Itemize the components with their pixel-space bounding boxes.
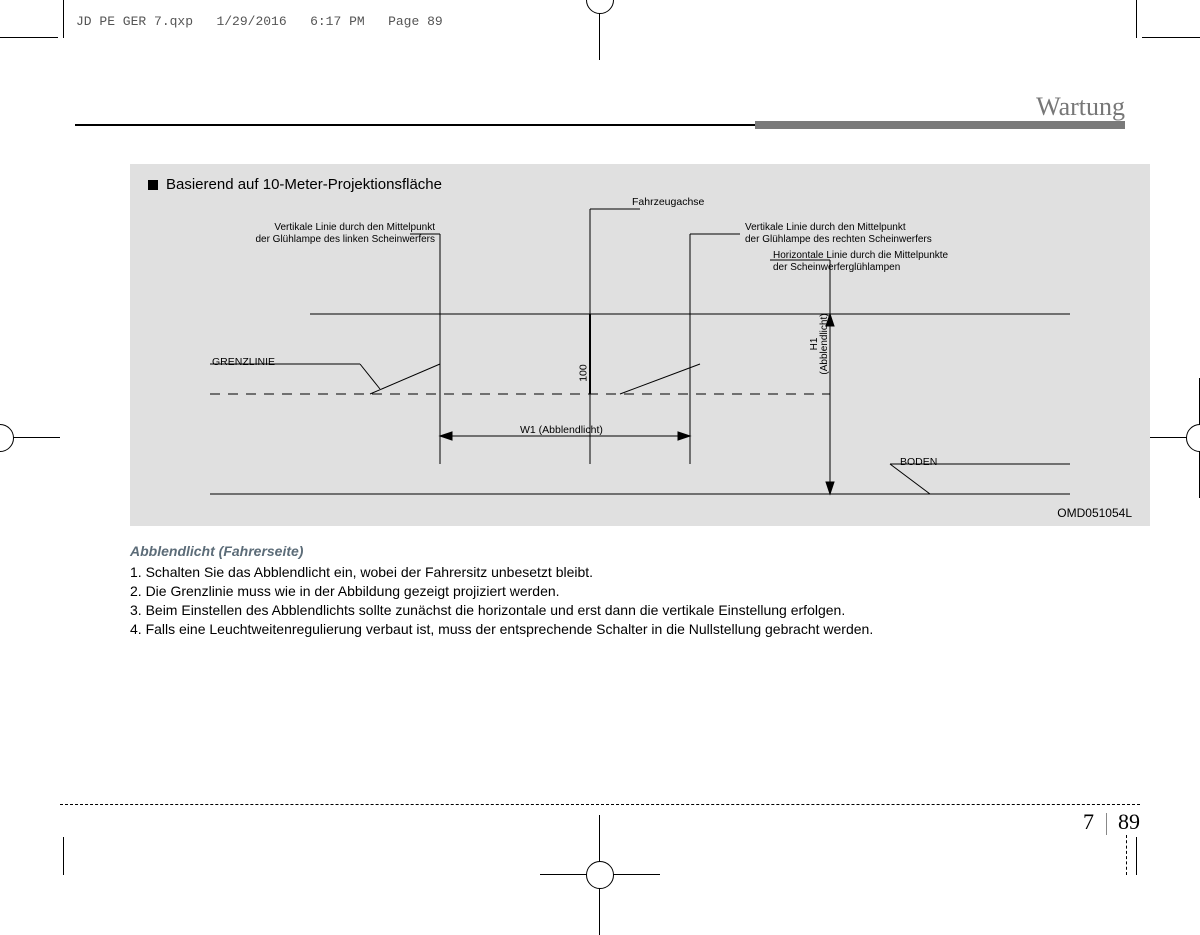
file-name: JD PE GER 7.qxp <box>76 14 193 29</box>
list-item: 4. Falls eine Leuchtweitenregulierung ve… <box>130 620 1150 639</box>
register-mark-right <box>1180 418 1200 458</box>
section-subtitle: Abblendlicht (Fahrerseite) <box>130 542 1150 561</box>
footer-chapter: 7 <box>1083 809 1094 834</box>
label-left-lamp: Vertikale Linie durch den Mittelpunkt de… <box>235 222 435 245</box>
title-rule <box>75 124 1125 126</box>
list-item: 2. Die Grenzlinie muss wie in der Abbild… <box>130 582 1150 601</box>
page-number: 89 <box>427 14 443 29</box>
crop-tick <box>0 37 58 38</box>
label-horizontal-line: Horizontale Linie durch die Mittelpunkte… <box>773 250 1003 273</box>
crop-tick <box>63 837 64 875</box>
register-mark-bottom <box>580 855 620 895</box>
page-word: Page <box>388 14 419 29</box>
label-fahrzeugachse: Fahrzeugachse <box>632 196 704 208</box>
list-item: 1. Schalten Sie das Abblendlicht ein, wo… <box>130 563 1150 582</box>
footer-page: 7 89 <box>1083 809 1140 835</box>
chapter-title: Wartung <box>1036 92 1125 122</box>
footer-pagenum: 89 <box>1118 809 1140 834</box>
footer-sep-icon <box>1106 813 1107 835</box>
headlight-diagram: Fahrzeugachse Vertikale Linie durch den … <box>130 164 1150 526</box>
footer-rule <box>60 804 1140 805</box>
label-right-lamp: Vertikale Linie durch den Mittelpunkt de… <box>745 222 965 245</box>
diagram-panel: Basierend auf 10-Meter-Projektionsfläche <box>130 164 1150 526</box>
footer-tick <box>1126 835 1127 875</box>
body-text: Abblendlicht (Fahrerseite) 1. Schalten S… <box>130 542 1150 638</box>
crop-tick <box>1136 0 1137 38</box>
label-boden: BODEN <box>900 456 937 468</box>
label-grenzlinie: GRENZLINIE <box>212 356 275 368</box>
crop-tick <box>1142 37 1200 38</box>
register-mark-left <box>0 418 20 458</box>
print-header: JD PE GER 7.qxp 1/29/2016 6:17 PM Page 8… <box>76 14 443 29</box>
crop-tick <box>1136 837 1137 875</box>
figure-reference: OMD051054L <box>1057 506 1132 520</box>
label-h1: H1 (Abblendlicht) <box>810 284 830 404</box>
crop-tick <box>63 0 64 38</box>
register-mark-top <box>580 0 620 20</box>
list-item: 3. Beim Einstellen des Abblendlichts sol… <box>130 601 1150 620</box>
label-100: 100 <box>578 364 590 382</box>
file-date: 1/29/2016 <box>216 14 286 29</box>
label-w1: W1 (Abblendlicht) <box>520 424 603 436</box>
file-time: 6:17 PM <box>310 14 365 29</box>
